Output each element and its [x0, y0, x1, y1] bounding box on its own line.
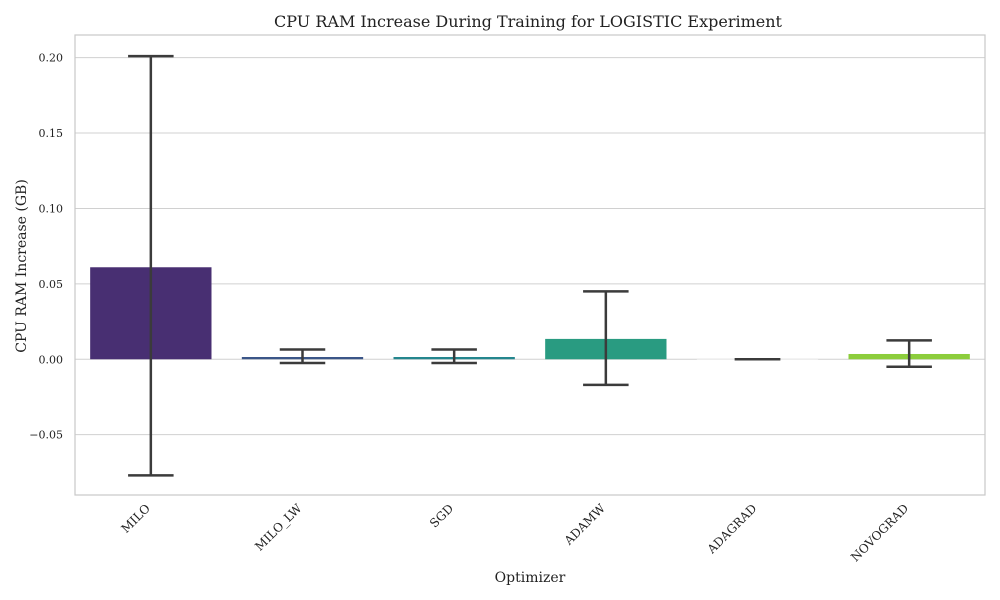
error-bars — [128, 54, 932, 477]
plot-frame — [74, 34, 986, 496]
y-tick-label: 0.05 — [39, 278, 64, 291]
y-tick-label: 0.10 — [39, 202, 64, 215]
y-tick-label: 0.15 — [39, 127, 64, 140]
y-tick-labels: −0.05 0.00 0.05 0.10 0.15 0.20 — [29, 52, 63, 442]
y-tick-label: −0.05 — [29, 429, 63, 442]
x-tick-label: ADAMW — [561, 501, 609, 549]
x-tick-label: MILO_LW — [252, 501, 305, 554]
x-tick-label: NOVOGRAD — [848, 501, 911, 564]
y-tick-label: 0.00 — [39, 353, 64, 366]
x-axis-label: Optimizer — [495, 570, 566, 586]
y-axis-label: CPU RAM Increase (GB) — [14, 179, 30, 353]
x-tick-label: ADAGRAD — [704, 501, 760, 557]
chart-title: CPU RAM Increase During Training for LOG… — [274, 12, 782, 31]
x-tick-label: SGD — [427, 501, 456, 530]
grid-lines — [75, 57, 985, 436]
y-tick-label: 0.20 — [39, 52, 64, 65]
bars — [90, 267, 970, 360]
x-tick-label: MILO — [118, 501, 153, 536]
x-tick-labels: MILO MILO_LW SGD ADAMW ADAGRAD NOVOGRAD — [118, 501, 911, 565]
